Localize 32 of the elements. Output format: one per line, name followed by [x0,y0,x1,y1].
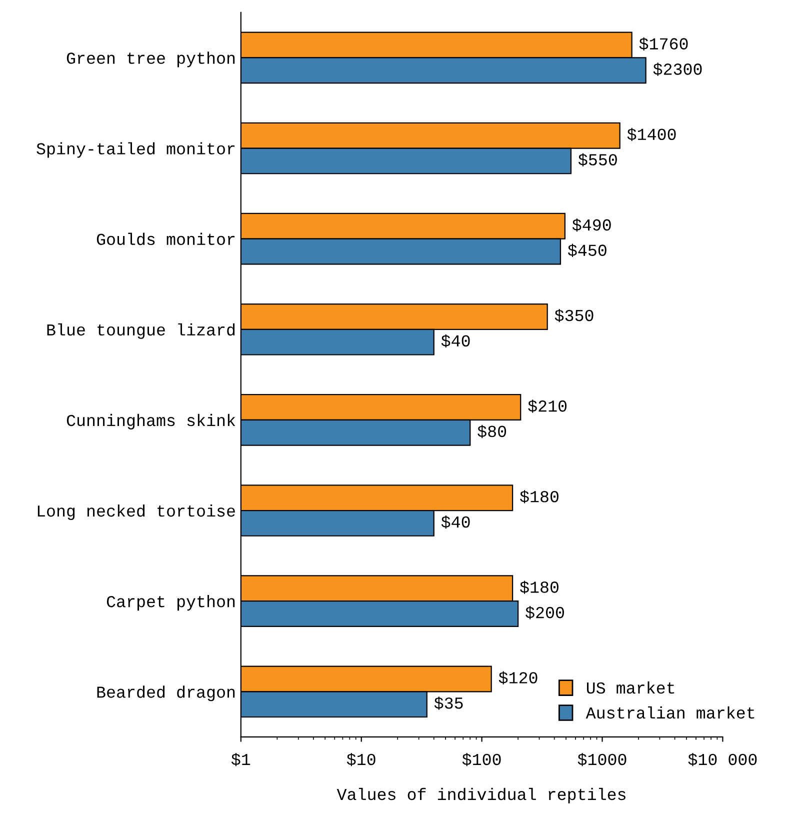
data-label: $80 [478,424,506,438]
y-tick-label: Carpet python [106,595,235,611]
data-label: $180 [520,490,558,504]
x-tick-label: $10 000 [688,752,757,766]
data-label: $550 [578,153,617,166]
data-label: $1760 [639,37,688,50]
data-label: $490 [572,218,611,232]
x-tick-label: $1000 [578,752,626,766]
data-label: $40 [441,515,470,529]
y-tick-label: Goulds monitor [96,232,235,246]
data-label: $180 [520,580,558,594]
data-label: $350 [554,309,594,322]
data-label: $450 [568,244,606,257]
data-label: $200 [526,606,564,620]
data-label: $35 [434,696,463,710]
legend-label: US market [586,681,674,694]
y-tick-label: Long necked tortoise [38,504,235,520]
data-label: $120 [498,671,538,684]
data-label: $1400 [627,128,676,142]
x-tick-label: $1 [231,752,250,766]
y-tick-label: Bearded dragon [97,686,235,702]
y-tick-label: Cunninghams skink [66,414,236,430]
data-label: $40 [441,334,470,348]
y-tick-label: Green tree python [66,52,235,68]
y-tick-label: Spiny-tailed monitor [36,142,235,158]
x-axis-title: Values of individual reptiles [336,788,626,804]
legend-label: Australian market [586,706,754,719]
x-tick-label: $10 [346,752,376,766]
data-label: $2300 [653,62,702,76]
y-tick-label: Blue toungue lizard [47,323,235,339]
data-label: $210 [528,400,567,413]
x-tick-label: $100 [462,752,501,766]
